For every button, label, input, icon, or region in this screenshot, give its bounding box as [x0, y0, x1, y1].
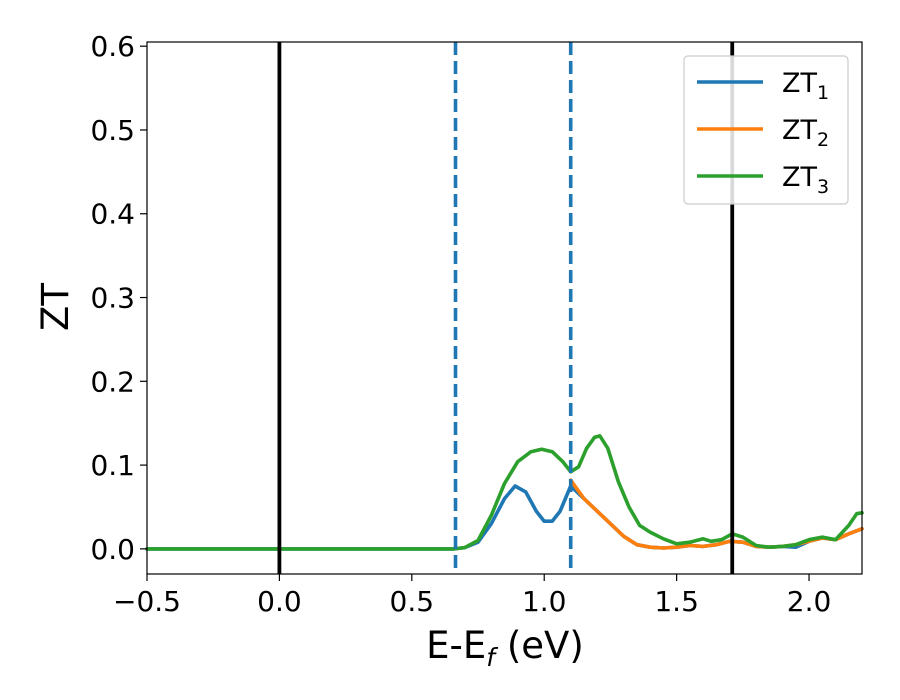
x-tick-label: −0.5 [113, 585, 181, 618]
y-tick-label: 0.4 [90, 198, 135, 231]
x-tick-label: 1.5 [654, 585, 699, 618]
y-axis-label: ZT [34, 283, 77, 331]
y-tick-label: 0.3 [90, 282, 135, 315]
y-tick-label: 0.6 [90, 30, 135, 63]
series-layer [145, 434, 864, 551]
legend: ZT1 ZT2 ZT3 [683, 55, 849, 205]
x-tick-label: 1.0 [522, 585, 567, 618]
y-tick-label: 0.5 [90, 114, 135, 147]
legend-label-zt2: ZT2 [782, 115, 829, 151]
y-tick-label: 0.1 [90, 449, 135, 482]
reference-lines [277, 42, 735, 574]
legend-label-zt1: ZT1 [782, 68, 829, 104]
legend-box [683, 55, 849, 205]
x-tick-label: 0.5 [390, 585, 435, 618]
plot-frame [146, 41, 863, 575]
series-line-zt1 [145, 484, 864, 551]
x-axis: −0.5 0.0 0.5 1.0 1.5 2.0 [113, 574, 831, 618]
series-line-zt3 [145, 434, 864, 551]
y-tick-label: 0.0 [90, 533, 135, 566]
x-tick-label: 2.0 [787, 585, 832, 618]
y-tick-label: 0.2 [90, 365, 135, 398]
x-axis-label: E-Ef (eV) [426, 624, 584, 672]
legend-label-zt3: ZT3 [782, 162, 829, 198]
x-tick-label: 0.0 [257, 585, 302, 618]
y-axis: 0.0 0.1 0.2 0.3 0.4 0.5 0.6 [90, 30, 147, 566]
